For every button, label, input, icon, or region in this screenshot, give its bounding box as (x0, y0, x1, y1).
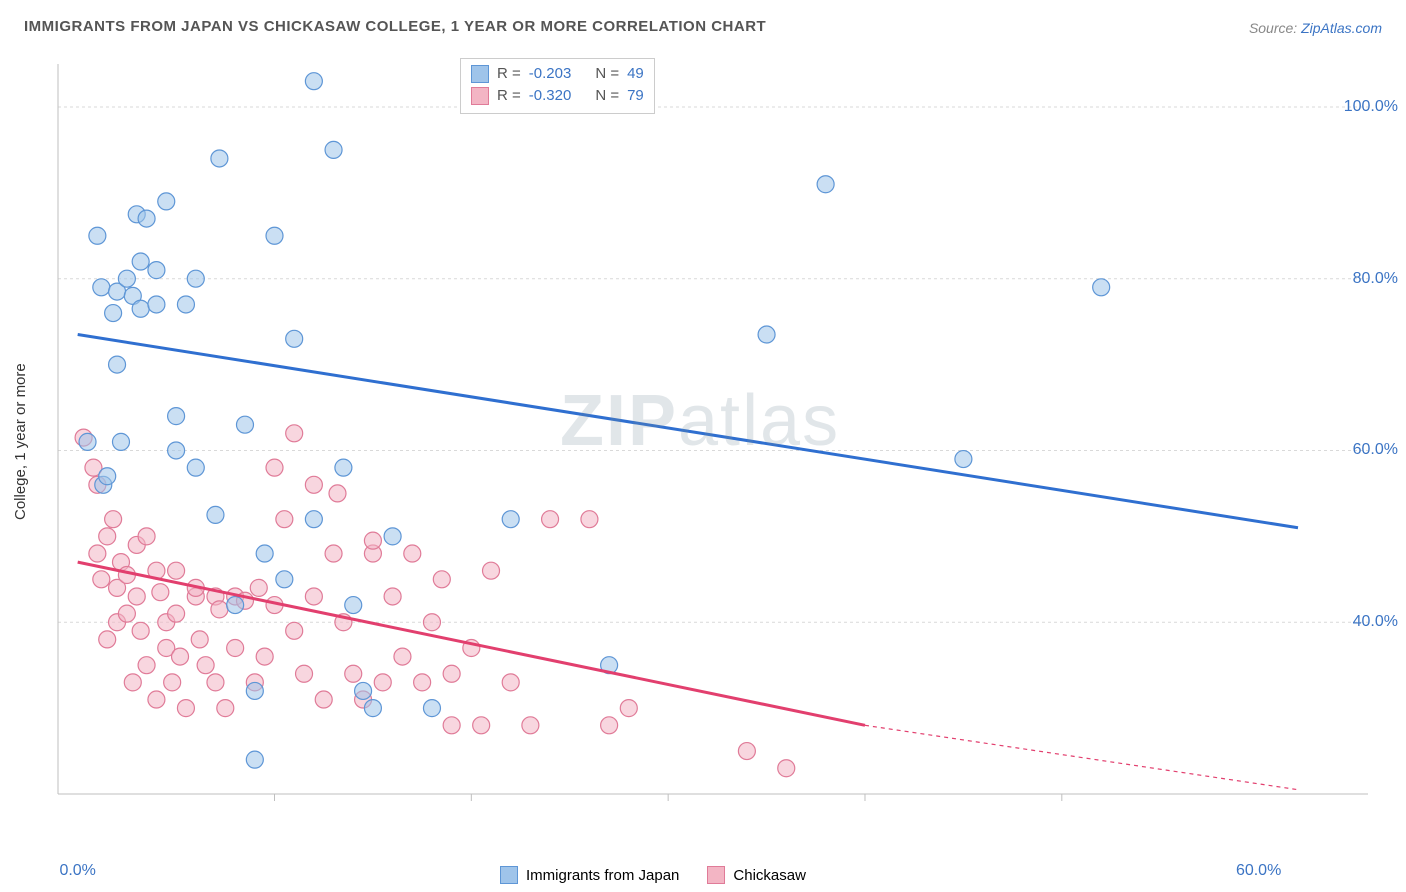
y-tick-label: 60.0% (1353, 441, 1398, 459)
swatch-japan (500, 866, 518, 884)
x-tick-label: 60.0% (1236, 862, 1281, 880)
source-link[interactable]: ZipAtlas.com (1301, 20, 1382, 36)
n-label: N = (595, 63, 619, 85)
n-value-chickasaw: 79 (627, 85, 644, 107)
source-label: Source: (1249, 20, 1297, 36)
y-axis-label: College, 1 year or more (12, 363, 29, 520)
r-label: R = (497, 63, 521, 85)
legend-item-japan: Immigrants from Japan (500, 866, 679, 884)
legend-item-chickasaw: Chickasaw (707, 866, 806, 884)
r-value-chickasaw: -0.320 (529, 85, 572, 107)
swatch-chickasaw (707, 866, 725, 884)
y-tick-label: 100.0% (1344, 98, 1398, 116)
n-value-japan: 49 (627, 63, 644, 85)
x-tick-label: 0.0% (59, 862, 95, 880)
chart-svg (48, 54, 1382, 834)
chart-title: IMMIGRANTS FROM JAPAN VS CHICKASAW COLLE… (24, 18, 766, 35)
correlation-legend: R = -0.203 N = 49 R = -0.320 N = 79 (460, 58, 655, 114)
source-attribution: Source: ZipAtlas.com (1249, 20, 1382, 36)
series-legend: Immigrants from Japan Chickasaw (500, 866, 806, 884)
r-label: R = (497, 85, 521, 107)
y-tick-label: 80.0% (1353, 270, 1398, 288)
legend-label-japan: Immigrants from Japan (526, 867, 679, 884)
r-value-japan: -0.203 (529, 63, 572, 85)
legend-row-chickasaw: R = -0.320 N = 79 (471, 85, 644, 107)
y-tick-label: 40.0% (1353, 613, 1398, 631)
chart-area (48, 54, 1382, 834)
legend-row-japan: R = -0.203 N = 49 (471, 63, 644, 85)
swatch-chickasaw (471, 87, 489, 105)
swatch-japan (471, 65, 489, 83)
n-label: N = (595, 85, 619, 107)
legend-label-chickasaw: Chickasaw (733, 867, 806, 884)
